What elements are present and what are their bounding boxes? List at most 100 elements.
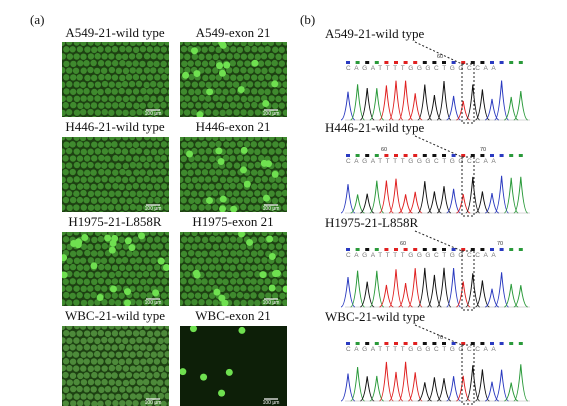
droplet — [198, 190, 205, 198]
droplet — [134, 211, 139, 212]
droplet — [183, 232, 191, 236]
base-marker — [461, 342, 466, 345]
droplet — [87, 393, 94, 400]
droplet — [135, 299, 143, 306]
droplet — [236, 60, 244, 67]
droplet — [104, 155, 111, 162]
droplet — [222, 88, 229, 96]
droplet — [208, 278, 215, 286]
droplet — [219, 190, 226, 197]
droplet — [156, 190, 164, 197]
droplet — [190, 204, 198, 211]
droplet — [180, 299, 184, 306]
base-marker — [432, 248, 437, 251]
droplet — [250, 155, 258, 162]
droplet — [62, 285, 66, 292]
droplet — [147, 211, 152, 212]
droplet — [251, 46, 258, 53]
peak — [359, 87, 375, 121]
position-number: 70 — [497, 241, 503, 247]
droplet — [233, 109, 240, 116]
droplet — [258, 211, 263, 212]
droplet — [281, 189, 287, 197]
positive-droplet — [268, 252, 276, 260]
droplet — [69, 372, 77, 380]
droplet — [247, 162, 254, 169]
droplet — [66, 53, 74, 60]
base-marker — [451, 342, 456, 345]
droplet — [272, 46, 279, 53]
droplet — [111, 264, 119, 272]
droplet — [247, 175, 254, 183]
droplet — [280, 211, 284, 212]
positive-droplet — [189, 326, 197, 333]
base-marker — [451, 61, 456, 64]
droplet — [215, 250, 222, 257]
droplet — [148, 115, 153, 117]
droplet — [168, 279, 169, 284]
droplet — [63, 46, 70, 53]
droplet — [139, 102, 147, 109]
droplet — [87, 176, 94, 183]
peak — [436, 267, 452, 308]
droplet — [90, 74, 98, 82]
droplet — [156, 243, 164, 250]
droplet — [139, 344, 147, 351]
droplet — [198, 243, 205, 250]
droplet — [282, 243, 287, 251]
droplet — [257, 183, 264, 190]
droplet — [278, 196, 285, 204]
droplet — [104, 292, 111, 299]
droplet — [229, 155, 236, 162]
droplet — [146, 88, 154, 95]
droplet — [125, 169, 132, 177]
droplet — [63, 74, 70, 81]
droplet — [215, 101, 223, 109]
droplet — [279, 116, 284, 117]
base-marker — [470, 154, 475, 157]
droplet — [157, 392, 165, 400]
base-marker — [518, 61, 523, 64]
droplet — [156, 137, 164, 142]
droplet — [97, 235, 105, 243]
droplet — [91, 278, 98, 286]
droplet — [118, 277, 126, 285]
droplet — [146, 141, 153, 148]
peak — [379, 85, 394, 121]
droplet — [266, 211, 270, 212]
droplet — [150, 379, 158, 386]
droplet — [64, 116, 69, 117]
peak — [436, 378, 452, 402]
positive-droplet — [109, 285, 117, 293]
droplet — [271, 59, 278, 67]
droplet — [254, 176, 262, 184]
droplet — [142, 190, 150, 197]
droplet — [222, 278, 229, 286]
positive-droplet — [200, 373, 208, 381]
droplet — [66, 326, 73, 330]
droplet — [118, 372, 126, 379]
droplet — [208, 155, 216, 163]
droplet — [150, 42, 157, 46]
positive-droplet — [251, 59, 259, 67]
base-marker — [432, 342, 437, 345]
base-marker — [442, 61, 446, 64]
droplet — [112, 155, 119, 162]
droplet — [111, 60, 119, 67]
droplet — [69, 278, 76, 285]
base-marker — [518, 154, 523, 157]
droplet — [198, 299, 205, 306]
droplet — [136, 95, 144, 103]
droplet — [93, 67, 101, 75]
droplet — [261, 242, 268, 250]
positive-droplet — [282, 285, 287, 293]
droplet — [251, 183, 258, 190]
droplet — [246, 232, 254, 236]
droplet — [69, 358, 77, 365]
droplet — [79, 257, 87, 264]
droplet — [246, 270, 254, 278]
droplet — [154, 278, 161, 285]
droplet — [188, 278, 195, 285]
droplet — [203, 211, 206, 212]
droplet — [143, 243, 150, 250]
